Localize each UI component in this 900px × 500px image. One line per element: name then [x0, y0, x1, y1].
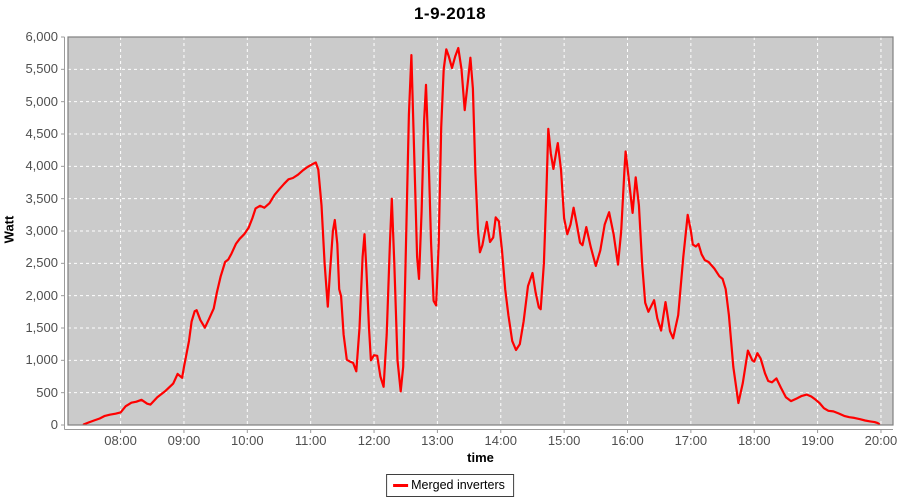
y-tick-label: 5,000 — [25, 93, 58, 109]
x-tick-label: 20:00 — [864, 433, 898, 448]
x-tick-label: 16:00 — [611, 433, 644, 448]
y-tick-label: 3,000 — [25, 223, 58, 238]
y-tick-label: 5,500 — [25, 61, 58, 77]
legend-line-swatch — [393, 483, 409, 487]
y-axis-title: Watt — [1, 215, 17, 244]
plot-background — [68, 37, 893, 425]
x-tick-label: 15:00 — [547, 433, 581, 448]
y-tick-label: 1,000 — [25, 352, 58, 368]
y-tick-label: 1,500 — [25, 320, 58, 335]
x-tick-label: 11:00 — [294, 433, 327, 448]
x-axis-title: time — [467, 450, 494, 465]
x-tick-label: 14:00 — [484, 433, 518, 448]
y-tick-label: 4,000 — [25, 158, 58, 174]
x-tick-label: 08:00 — [104, 433, 137, 448]
y-tick-label: 6,000 — [25, 29, 58, 44]
y-tick-label: 500 — [36, 384, 58, 400]
legend: Merged inverters — [386, 474, 514, 497]
x-tick-label: 10:00 — [231, 433, 264, 448]
y-tick-label: 4,500 — [25, 126, 58, 141]
series-line — [82, 46, 881, 426]
legend-label: Merged inverters — [411, 478, 505, 492]
x-tick-label: 09:00 — [167, 433, 201, 448]
x-tick-label: 19:00 — [801, 433, 834, 448]
chart-title: 1-9-2018 — [413, 4, 487, 23]
x-tick-label: 18:00 — [737, 433, 771, 448]
y-tick-label: 0 — [50, 417, 58, 432]
x-tick-label: 13:00 — [421, 433, 454, 448]
y-tick-label: 3,500 — [25, 190, 58, 206]
x-tick-label: 12:00 — [357, 433, 391, 448]
x-tick-label: 17:00 — [674, 433, 708, 448]
plot-border — [67, 36, 894, 426]
y-tick-label: 2,500 — [25, 255, 58, 271]
y-tick-label: 2,000 — [25, 287, 58, 303]
